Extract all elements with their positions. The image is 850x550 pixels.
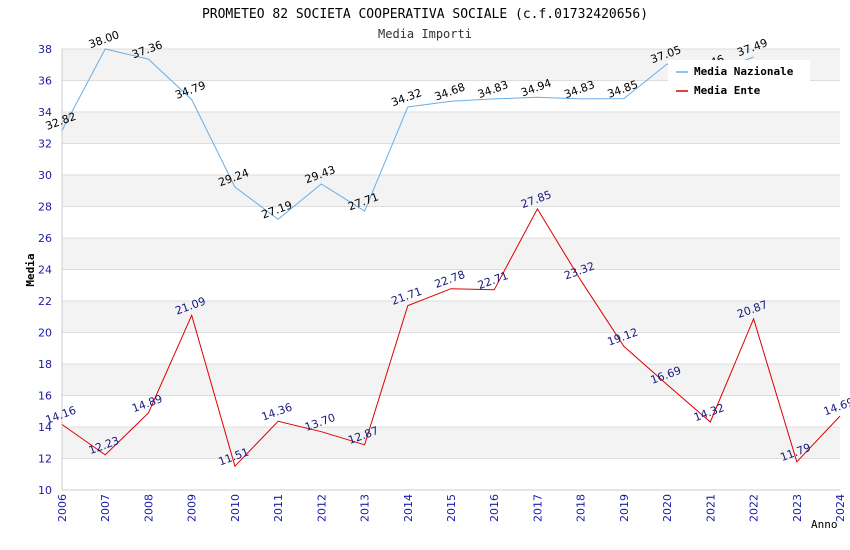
data-label: 34.68 xyxy=(433,81,467,104)
series-line-media-nazionale xyxy=(61,48,754,220)
plot-band xyxy=(62,238,840,270)
y-tick-label: 14 xyxy=(38,421,52,434)
legend-label-media-ente: Media Ente xyxy=(694,84,761,97)
plot-band xyxy=(62,364,840,396)
x-tick-label: 2012 xyxy=(315,494,328,522)
x-tick-label: 2015 xyxy=(445,494,458,522)
data-label: 38.00 xyxy=(87,28,121,51)
plot-band xyxy=(62,175,840,207)
x-tick-label: 2009 xyxy=(186,494,199,522)
plot-band xyxy=(62,427,840,459)
x-axis-label: Anno xyxy=(811,518,838,531)
x-tick-label: 2010 xyxy=(229,494,242,522)
x-tick-label: 2023 xyxy=(791,494,804,522)
series-lines xyxy=(61,48,841,468)
x-tick-label: 2019 xyxy=(618,494,631,522)
data-label: 22.71 xyxy=(476,269,510,292)
x-tick-label: 2024 xyxy=(834,494,847,522)
x-tick-label: 2006 xyxy=(56,494,69,522)
x-tick-label: 2018 xyxy=(575,494,588,522)
plot-background-bands xyxy=(62,49,840,459)
x-tick-label: 2021 xyxy=(704,494,717,522)
y-tick-label: 26 xyxy=(38,232,52,245)
x-tick-label: 2022 xyxy=(748,494,761,522)
x-tick-label: 2020 xyxy=(661,494,674,522)
y-tick-label: 18 xyxy=(38,358,52,371)
x-tick-label: 2016 xyxy=(488,494,501,522)
chart-title: PROMETEO 82 SOCIETA COOPERATIVA SOCIALE … xyxy=(202,7,648,22)
x-tick-label: 2013 xyxy=(359,494,372,522)
x-tick-label: 2007 xyxy=(99,494,112,522)
y-tick-label: 20 xyxy=(38,327,52,340)
data-label: 14.36 xyxy=(260,401,294,424)
legend: Media Nazionale Media Ente xyxy=(668,60,810,102)
data-label: 14.69 xyxy=(822,395,850,418)
x-tick-label: 2014 xyxy=(402,494,415,522)
y-tick-labels: 10 12 14 16 18 20 22 24 26 28 30 32 34 36 38 xyxy=(38,43,52,497)
legend-box xyxy=(668,60,810,102)
data-label: 22.78 xyxy=(433,268,467,291)
plot-band xyxy=(62,112,840,144)
x-tick-label: 2017 xyxy=(531,494,544,522)
data-label: 14.16 xyxy=(44,404,78,427)
y-tick-label: 38 xyxy=(38,43,52,56)
data-label: 34.83 xyxy=(562,78,596,101)
y-tick-label: 10 xyxy=(38,484,52,497)
series-line-media-ente xyxy=(61,207,841,468)
x-tick-label: 2011 xyxy=(272,494,285,522)
y-tick-label: 30 xyxy=(38,169,52,182)
y-tick-label: 28 xyxy=(38,201,52,214)
y-tick-label: 32 xyxy=(38,138,52,151)
y-tick-label: 12 xyxy=(38,453,52,466)
y-tick-label: 16 xyxy=(38,390,52,403)
chart-subtitle: Media Importi xyxy=(378,27,472,41)
y-axis-label: Media xyxy=(24,253,37,286)
y-tick-label: 36 xyxy=(38,75,52,88)
data-label: 34.83 xyxy=(476,78,510,101)
y-tick-label: 24 xyxy=(38,264,52,277)
y-tick-label: 22 xyxy=(38,295,52,308)
x-tick-labels: 2006 2007 2008 2009 2010 2011 2012 2013 2014 2015… xyxy=(56,494,847,522)
x-tick-label: 2008 xyxy=(142,494,155,522)
legend-label-media-nazionale: Media Nazionale xyxy=(694,65,794,78)
y-tick-label: 34 xyxy=(38,106,52,119)
data-label: 34.85 xyxy=(606,78,640,101)
